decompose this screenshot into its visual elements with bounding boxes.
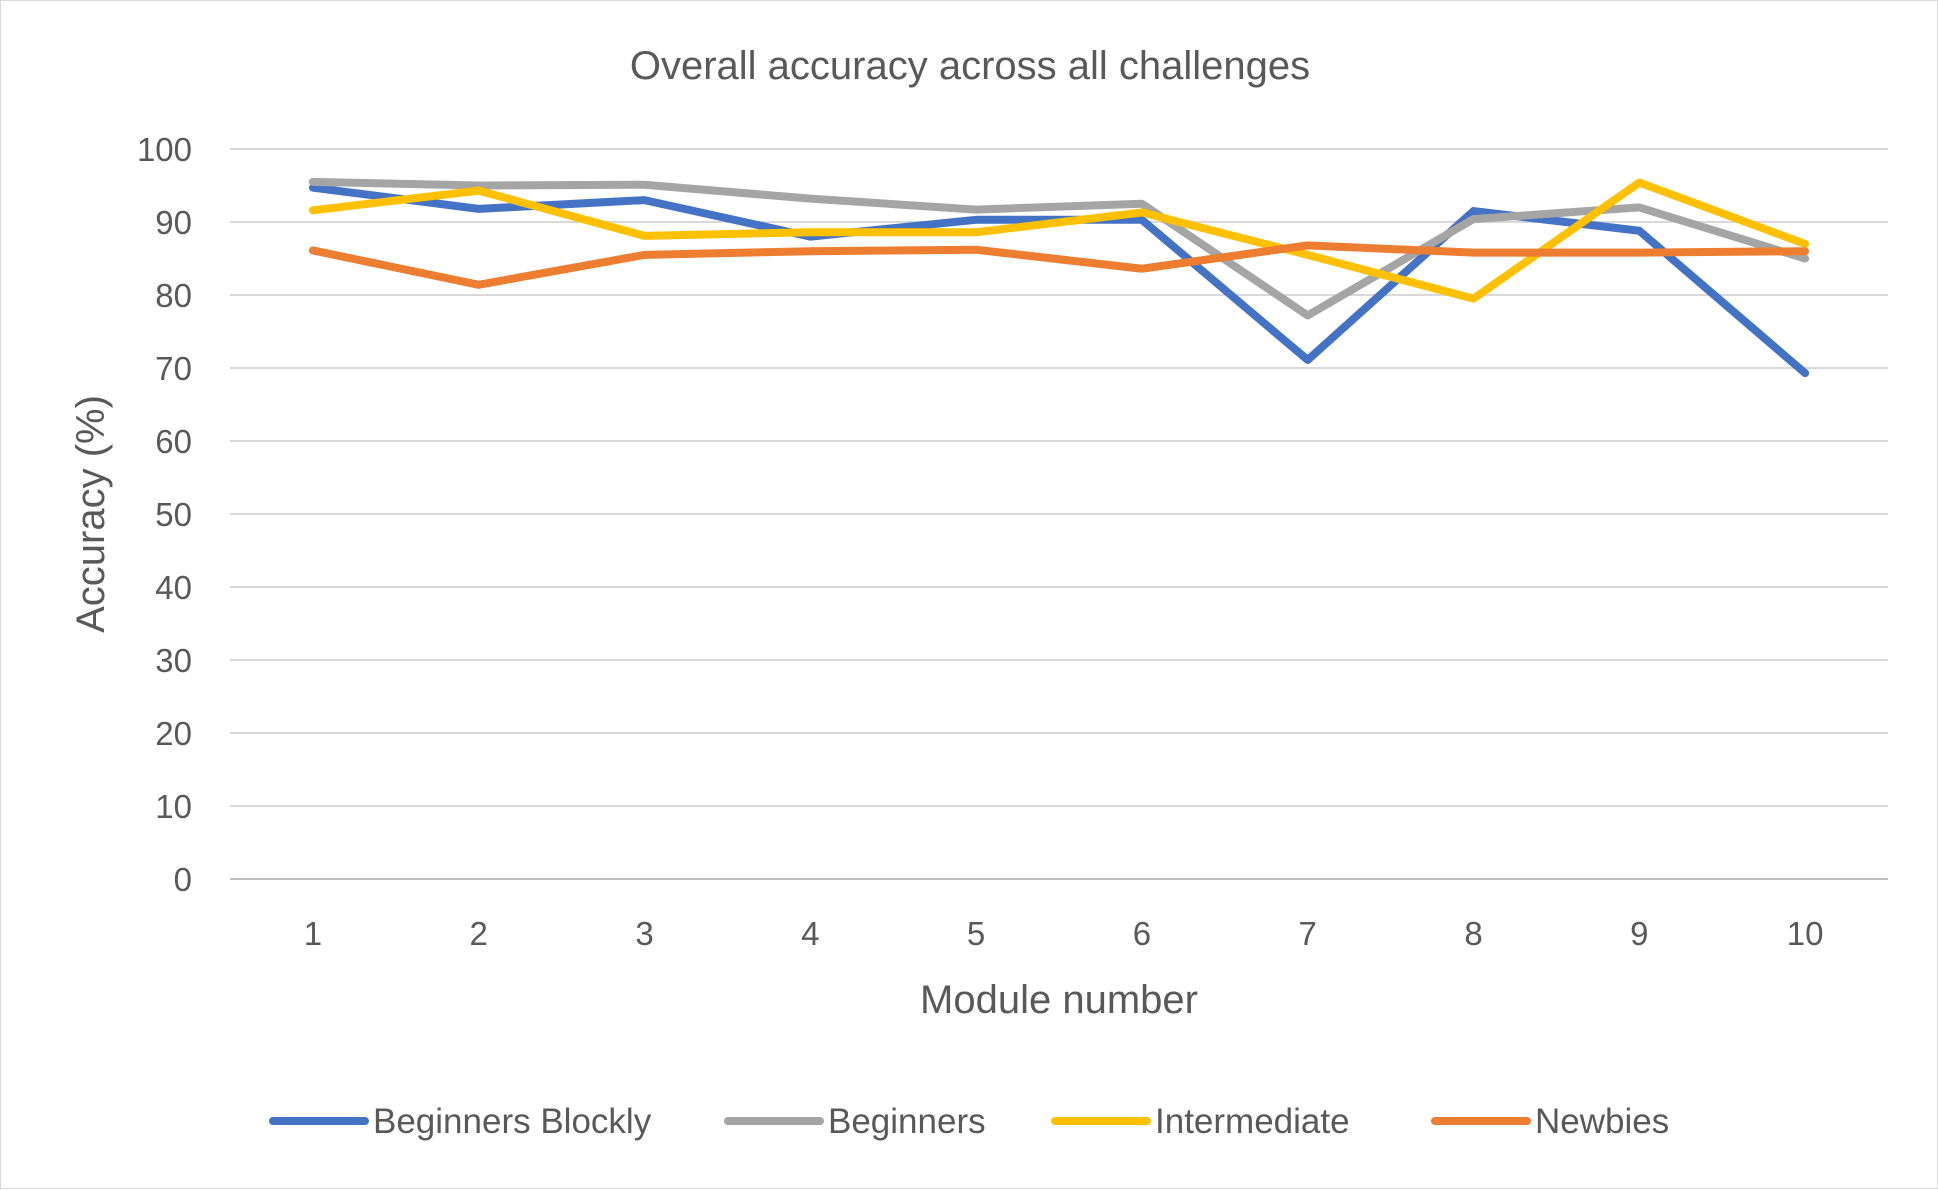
gridlines [230,148,1888,880]
x-tick-label: 7 [1299,915,1317,952]
y-tick-label: 20 [155,715,192,752]
x-axis-title: Module number [920,978,1198,1022]
x-tick-label: 1 [304,915,322,952]
x-tick-label: 8 [1464,915,1482,952]
x-axis-ticks: 1 2 3 4 5 6 7 8 9 10 [304,915,1824,952]
series-line-intermediate [308,178,1810,303]
x-tick-label: 4 [801,915,819,952]
x-tick-label: 10 [1787,915,1824,952]
series-line-newbies [308,241,1810,289]
legend-label: Beginners Blockly [373,1102,652,1141]
y-tick-label: 70 [155,350,192,387]
x-tick-label: 2 [470,915,488,952]
series-line-beginners-blockly [308,183,1810,378]
y-tick-label: 40 [155,569,192,606]
series-line-beginners [308,177,1810,320]
legend-label: Beginners [828,1102,986,1141]
legend: Beginners Blockly Beginners Intermediate Ne… [269,1102,1669,1141]
y-tick-label: 100 [137,131,192,168]
legend-label: Intermediate [1155,1102,1350,1141]
y-tick-label: 10 [155,788,192,825]
x-tick-label: 3 [635,915,653,952]
y-axis-title: Accuracy (%) [69,395,113,633]
y-tick-label: 30 [155,642,192,679]
x-tick-label: 9 [1630,915,1648,952]
y-tick-label: 0 [174,861,192,898]
y-tick-label: 90 [155,204,192,241]
y-tick-label: 80 [155,277,192,314]
chart-title: Overall accuracy across all challenges [630,44,1310,88]
x-tick-label: 5 [967,915,985,952]
y-tick-label: 60 [155,423,192,460]
series-lines [308,177,1810,378]
x-tick-label: 6 [1133,915,1151,952]
y-tick-label: 50 [155,496,192,533]
legend-label: Newbies [1535,1102,1669,1141]
y-axis-ticks: 0 10 20 30 40 50 60 70 80 90 100 [137,131,192,898]
